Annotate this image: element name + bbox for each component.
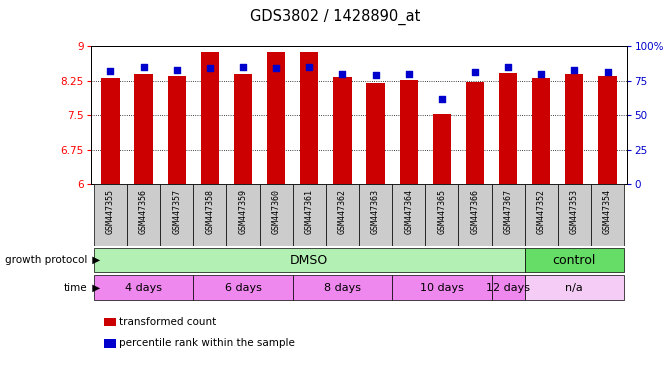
Bar <box>525 184 558 246</box>
Bar <box>425 184 458 246</box>
Bar <box>168 76 186 184</box>
Bar <box>558 184 591 246</box>
Text: 12 days: 12 days <box>486 283 530 293</box>
Text: 8 days: 8 days <box>324 283 361 293</box>
Text: growth protocol: growth protocol <box>5 255 87 265</box>
Bar <box>392 275 492 300</box>
Bar <box>532 78 550 184</box>
Bar <box>300 52 319 184</box>
Text: GSM447359: GSM447359 <box>238 189 248 234</box>
Text: control: control <box>553 254 596 266</box>
Bar <box>591 184 624 246</box>
Bar <box>234 74 252 184</box>
Point <box>536 71 547 77</box>
Point <box>503 64 513 70</box>
Bar <box>565 74 584 184</box>
Point <box>403 71 414 77</box>
Point <box>304 64 315 70</box>
Point <box>569 66 580 73</box>
Point <box>271 65 282 71</box>
Bar <box>333 78 352 184</box>
Text: GSM447361: GSM447361 <box>305 189 314 234</box>
Bar <box>293 184 326 246</box>
Point <box>602 69 613 75</box>
Text: GSM447366: GSM447366 <box>470 189 480 234</box>
Bar <box>94 248 525 272</box>
Text: GSM447352: GSM447352 <box>537 189 546 234</box>
Text: ▶: ▶ <box>89 283 100 293</box>
Text: transformed count: transformed count <box>119 317 217 327</box>
Bar <box>134 74 153 184</box>
Bar <box>599 76 617 184</box>
Bar <box>458 184 492 246</box>
Text: 4 days: 4 days <box>125 283 162 293</box>
Text: GSM447353: GSM447353 <box>570 189 579 234</box>
Point <box>205 65 215 71</box>
Text: GSM447360: GSM447360 <box>272 189 280 234</box>
Text: GSM447367: GSM447367 <box>504 189 513 234</box>
Point <box>370 72 381 78</box>
Bar <box>466 82 484 184</box>
Bar <box>94 184 127 246</box>
Text: GDS3802 / 1428890_at: GDS3802 / 1428890_at <box>250 9 421 25</box>
Text: GSM447364: GSM447364 <box>404 189 413 234</box>
Text: time: time <box>64 283 87 293</box>
Point <box>470 69 480 75</box>
Bar <box>201 52 219 184</box>
Bar <box>525 248 624 272</box>
Bar <box>525 275 624 300</box>
Text: GSM447363: GSM447363 <box>371 189 380 234</box>
Text: GSM447357: GSM447357 <box>172 189 181 234</box>
Point <box>138 64 149 70</box>
Bar <box>433 114 451 184</box>
Point <box>436 96 447 102</box>
Point <box>238 64 248 70</box>
Bar <box>366 83 384 184</box>
Text: ▶: ▶ <box>89 255 100 265</box>
Text: n/a: n/a <box>566 283 583 293</box>
Point <box>337 71 348 77</box>
Bar <box>193 184 226 246</box>
Text: percentile rank within the sample: percentile rank within the sample <box>119 338 295 348</box>
Text: GSM447362: GSM447362 <box>338 189 347 234</box>
Bar <box>160 184 193 246</box>
Bar <box>492 184 525 246</box>
Bar <box>499 73 517 184</box>
Text: GSM447356: GSM447356 <box>139 189 148 234</box>
Bar <box>326 184 359 246</box>
Bar <box>127 184 160 246</box>
Bar <box>267 52 285 184</box>
Text: GSM447365: GSM447365 <box>437 189 446 234</box>
Bar <box>359 184 392 246</box>
Bar <box>293 275 392 300</box>
Text: 6 days: 6 days <box>225 283 262 293</box>
Bar <box>226 184 260 246</box>
Text: GSM447355: GSM447355 <box>106 189 115 234</box>
Text: 10 days: 10 days <box>420 283 464 293</box>
Bar <box>101 78 119 184</box>
Bar <box>392 184 425 246</box>
Bar <box>193 275 293 300</box>
Bar <box>94 275 193 300</box>
Text: GSM447358: GSM447358 <box>205 189 214 234</box>
Bar <box>399 80 418 184</box>
Bar <box>492 275 525 300</box>
Text: DMSO: DMSO <box>290 254 328 266</box>
Point <box>105 68 116 74</box>
Text: GSM447354: GSM447354 <box>603 189 612 234</box>
Bar <box>260 184 293 246</box>
Point <box>171 66 182 73</box>
